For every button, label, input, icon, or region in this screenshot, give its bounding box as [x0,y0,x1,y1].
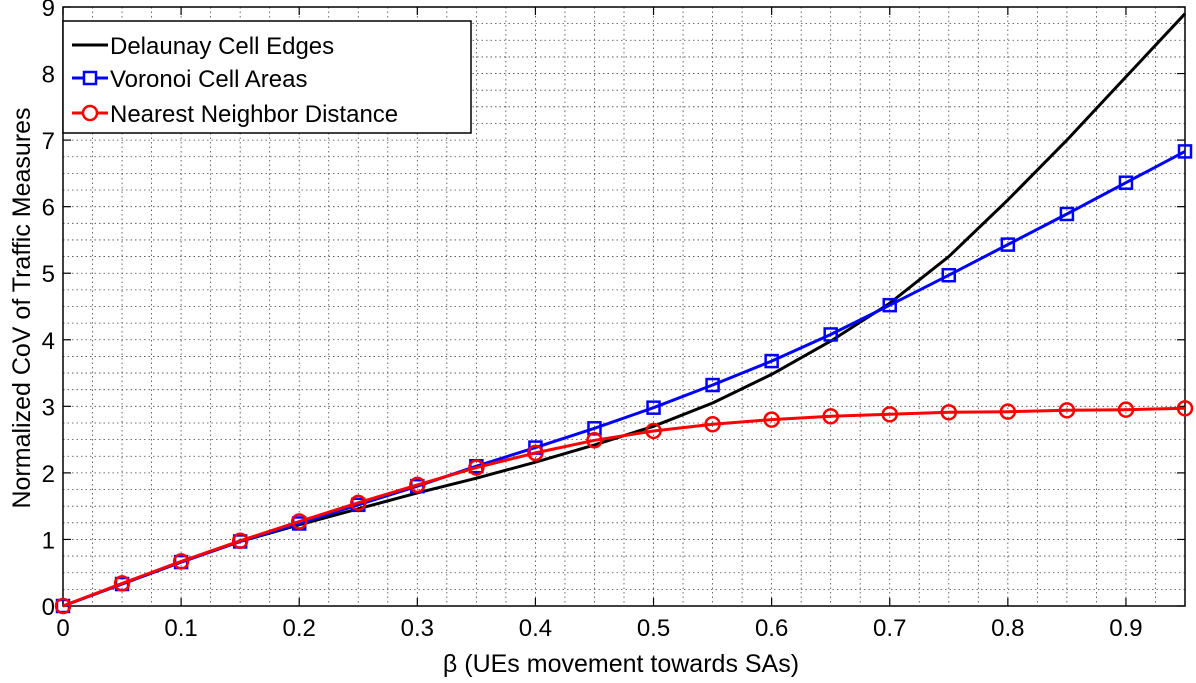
data-point-voronoi-cell-areas [764,353,779,369]
data-point-nearest-neighbor-distance [881,406,898,423]
x-tick-label: 0.5 [637,615,670,642]
data-point-voronoi-cell-areas [823,327,838,342]
data-point-nearest-neighbor-distance [172,553,190,570]
data-point-voronoi-cell-areas [1118,175,1134,190]
y-tick-label: 8 [42,62,55,89]
x-tick-label: 0.8 [991,615,1024,642]
x-tick-label: 0 [56,615,69,642]
y-tick-label: 3 [42,394,55,421]
data-point-nearest-neighbor-distance [940,404,958,421]
y-tick-label: 9 [42,0,55,22]
data-point-voronoi-cell-areas [1000,237,1016,252]
x-tick-label: 0.1 [164,615,197,642]
series-line-nearest-neighbor-distance [62,406,1186,608]
data-point-nearest-neighbor-distance [409,476,426,494]
legend: Delaunay Cell Edges Voronoi Cell Areas N… [62,20,472,134]
data-point-nearest-neighbor-distance [1058,402,1076,419]
y-tick-label: 7 [42,128,55,155]
y-tick-label: 4 [42,328,55,355]
y-tick-label: 2 [42,461,55,488]
data-point-nearest-neighbor-distance [54,597,72,615]
legend-item-delaunay: Delaunay Cell Edges [72,33,334,60]
data-point-nearest-neighbor-distance [290,513,308,530]
data-point-nearest-neighbor-distance [1176,400,1194,417]
y-tick-label: 1 [42,527,55,554]
legend-marker-nearest-neighbor [81,104,99,122]
x-tick-label: 0.4 [519,615,552,642]
series-nearest-neighbor-distance [54,400,1194,615]
data-point-voronoi-cell-areas [646,400,661,415]
data-point-voronoi-cell-areas [1177,144,1193,159]
legend-box [62,20,472,134]
y-tick-label: 5 [42,261,55,288]
data-point-nearest-neighbor-distance [586,432,603,449]
plot-frame [62,6,1186,607]
data-point-voronoi-cell-areas [882,297,897,313]
x-tick-label: 0.7 [873,615,906,642]
data-point-voronoi-cell-areas [1059,206,1075,222]
legend-label-nearest-neighbor: Nearest Neighbor Distance [110,101,398,128]
data-point-nearest-neighbor-distance [645,422,662,440]
data-point-nearest-neighbor-distance [231,532,249,550]
data-point-nearest-neighbor-distance [822,408,839,425]
data-point-nearest-neighbor-distance [527,444,544,462]
x-tick-label: 0.6 [755,615,788,642]
data-point-nearest-neighbor-distance [1117,401,1135,418]
data-point-voronoi-cell-areas [941,267,957,283]
y-axis-label: Normalized CoV of Traffic Measures [8,107,36,508]
legend-item-voronoi: Voronoi Cell Areas [72,66,307,93]
axis-ticks: 0 0.1 0.2 0.3 0.4 0.5 0.6 0.7 0.8 0.9 0 1 2 3 4 5 6 7 8 9 [42,0,1185,642]
y-tick-label: 0 [42,594,55,621]
data-point-nearest-neighbor-distance [999,403,1017,420]
data-point-voronoi-cell-areas [705,377,720,393]
data-point-nearest-neighbor-distance [763,411,780,428]
legend-marker-voronoi [82,70,98,86]
x-axis-label: β (UEs movement towards SAs) [443,650,799,678]
legend-label-voronoi: Voronoi Cell Areas [110,66,307,93]
data-point-nearest-neighbor-distance [468,459,485,476]
x-tick-label: 0.3 [401,615,434,642]
legend-label-delaunay: Delaunay Cell Edges [110,33,334,60]
x-tick-label: 0.9 [1109,615,1142,642]
legend-item-nearest-neighbor: Nearest Neighbor Distance [72,101,398,128]
x-tick-label: 0.2 [283,615,316,642]
data-point-nearest-neighbor-distance [113,575,131,592]
series-layer [54,12,1194,615]
data-point-nearest-neighbor-distance [350,494,367,512]
data-point-nearest-neighbor-distance [704,416,721,433]
y-tick-label: 6 [42,195,55,222]
